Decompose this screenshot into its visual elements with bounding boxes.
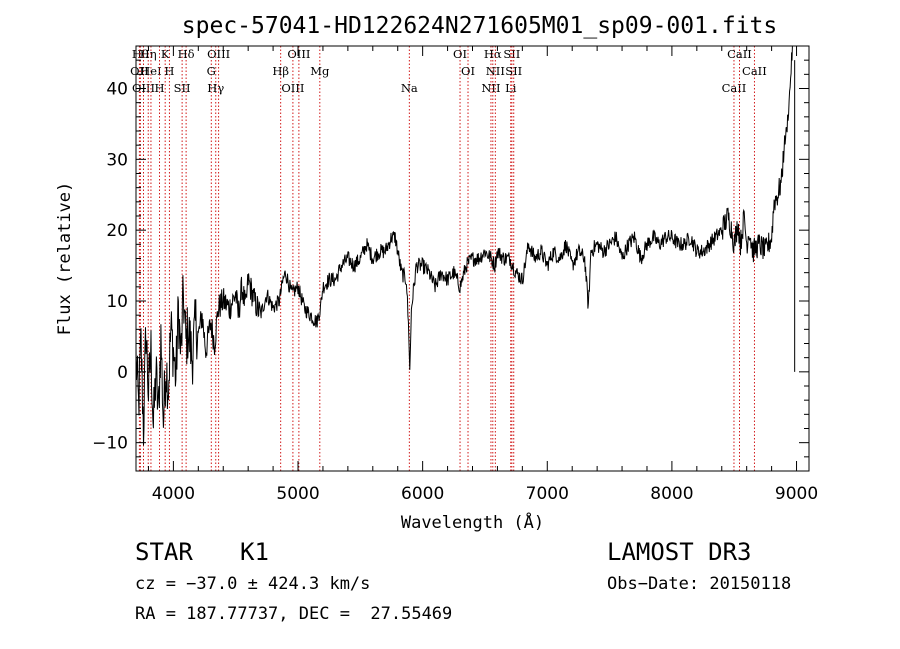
- line-marker-label: H: [164, 64, 174, 78]
- object-subclass-label: K1: [240, 538, 269, 566]
- object-class-label: STAR: [135, 538, 193, 566]
- y-tick-label: 30: [106, 150, 128, 170]
- spectrum-line: [135, 45, 793, 446]
- line-marker-label: G: [207, 64, 216, 78]
- chart-title: spec-57041-HD122624N271605M01_sp09-001.f…: [182, 13, 777, 39]
- line-marker-label: SII: [503, 47, 520, 61]
- x-tick-label: 5000: [276, 484, 319, 504]
- x-tick-label: 7000: [526, 484, 569, 504]
- y-tick-label: −10: [92, 434, 128, 454]
- y-axis-label: Flux (relative): [55, 182, 75, 336]
- line-marker-label: CaII: [727, 47, 752, 61]
- line-marker-label: OIII: [207, 47, 230, 61]
- line-marker-label: SII: [505, 64, 522, 78]
- line-marker-label: HeI: [140, 64, 161, 78]
- y-tick-label: 0: [117, 363, 128, 383]
- survey-label: LAMOST DR3: [607, 538, 752, 566]
- line-marker-label: H: [155, 81, 165, 95]
- line-marker-label: Hγ: [207, 81, 224, 95]
- line-marker-label: NII: [481, 81, 500, 95]
- line-marker-label: CaII: [742, 64, 767, 78]
- line-marker-label: Na: [401, 81, 418, 95]
- obs-date-text: Obs−Date: 20150118: [607, 574, 792, 594]
- line-marker-label: NII: [486, 64, 505, 78]
- line-marker-label: Mg: [310, 64, 330, 78]
- x-tick-label: 8000: [650, 484, 693, 504]
- coordinates-text: RA = 187.77737, DEC = 27.55469: [135, 604, 453, 624]
- line-marker-label: CaII: [722, 81, 747, 95]
- line-marker-label: OI: [453, 47, 467, 61]
- plot-frame: [135, 45, 810, 472]
- line-marker-label: OI: [461, 64, 475, 78]
- x-tick-label: 9000: [775, 484, 818, 504]
- y-tick-label: 40: [106, 80, 128, 100]
- y-tick-label: 20: [106, 221, 128, 241]
- line-marker-label: Li: [505, 81, 517, 95]
- x-tick-label: 4000: [152, 484, 195, 504]
- line-marker-label: Hα: [484, 47, 502, 61]
- line-marker-label: Hβ: [272, 64, 289, 78]
- line-marker-label: OIII: [281, 81, 304, 95]
- x-axis-label: Wavelength (Å): [401, 511, 544, 533]
- line-marker-label: K: [161, 47, 170, 61]
- x-tick-label: 6000: [401, 484, 444, 504]
- line-marker-label: OII: [130, 64, 149, 78]
- y-tick-label: 10: [106, 292, 128, 312]
- line-marker-label: Hη: [140, 47, 157, 61]
- line-marker-label: OIII: [287, 47, 310, 61]
- line-marker-label: SII: [174, 81, 191, 95]
- line-marker-label: Hδ: [178, 47, 195, 61]
- redshift-text: cz = −37.0 ± 424.3 km/s: [135, 574, 371, 594]
